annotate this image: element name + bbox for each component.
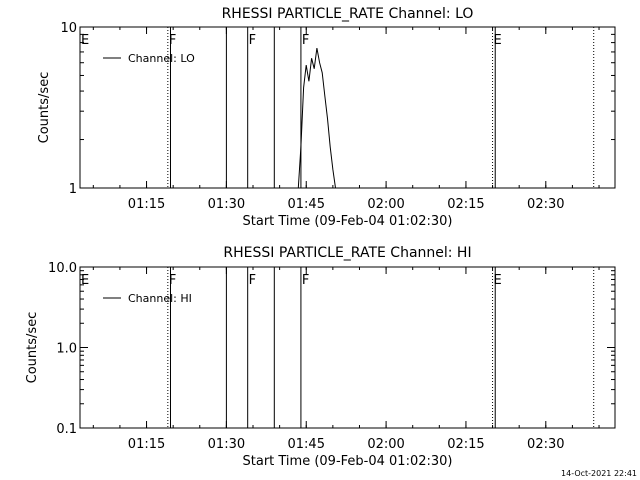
event-label: E (81, 33, 89, 48)
y-tick-label: 1.0 (56, 342, 77, 357)
x-tick-label: 02:30 (527, 197, 564, 212)
x-tick-label: 02:00 (367, 197, 404, 212)
y-tick-label: 10 (60, 21, 77, 36)
footer-timestamp: 14-Oct-2021 22:41 (561, 469, 637, 478)
x-tick-label: 01:30 (208, 437, 245, 452)
y-tick-label: 1 (69, 182, 77, 197)
y-axis-label: Counts/sec (25, 312, 40, 384)
event-label: E (494, 33, 502, 48)
event-label: E (494, 273, 502, 288)
event-label: F (302, 33, 309, 48)
x-tick-label: 01:15 (128, 197, 165, 212)
x-tick-label: 01:15 (128, 437, 165, 452)
legend-label: Channel: HI (128, 292, 192, 305)
y-axis-label: Counts/sec (37, 72, 52, 144)
x-tick-label: 02:30 (527, 437, 564, 452)
event-label: F (169, 33, 176, 48)
y-tick-label: 10.0 (48, 261, 77, 276)
x-axis-label: Start Time (09-Feb-04 01:02:30) (243, 454, 453, 469)
x-tick-label: 02:15 (447, 437, 484, 452)
legend-label: Channel: LO (128, 52, 195, 65)
x-tick-label: 02:15 (447, 197, 484, 212)
x-tick-label: 01:45 (288, 197, 325, 212)
event-label: F (249, 273, 256, 288)
event-label: F (249, 33, 256, 48)
x-axis-label: Start Time (09-Feb-04 01:02:30) (243, 214, 453, 229)
event-label: F (169, 273, 176, 288)
x-tick-label: 01:45 (288, 437, 325, 452)
chart-title: RHESSI PARTICLE_RATE Channel: LO (222, 6, 474, 22)
series-line (297, 48, 339, 189)
event-label: E (81, 273, 89, 288)
panel-2: RHESSI PARTICLE_RATE Channel: HI 01:15 01:… (25, 245, 616, 469)
event-label: F (302, 273, 309, 288)
y-tick-label: 0.1 (56, 422, 77, 437)
x-tick-label: 02:00 (367, 437, 404, 452)
chart-title: RHESSI PARTICLE_RATE Channel: HI (223, 245, 471, 261)
x-tick-label: 01:30 (208, 197, 245, 212)
panel-1: RHESSI PARTICLE_RATE Channel: LO 01:15 01:… (37, 6, 616, 229)
